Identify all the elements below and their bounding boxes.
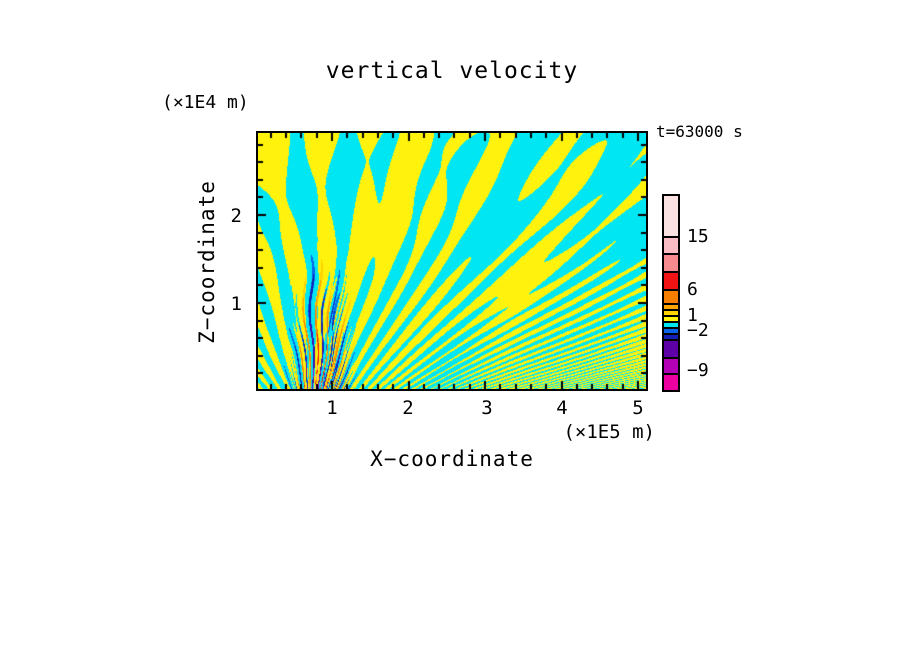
colorbar-label-neg9: −9 (687, 360, 709, 381)
colorbar-segment (664, 273, 678, 291)
colorbar-segment (664, 323, 678, 329)
z-axis-unit-label: (×1E4 m) (162, 92, 249, 113)
x-tick-label-4: 4 (556, 397, 568, 419)
chart-title: vertical velocity (325, 58, 579, 84)
x-tick-label-1: 1 (326, 397, 338, 419)
z-tick-label-1: 1 (230, 293, 242, 315)
colorbar-label-6: 6 (687, 279, 698, 300)
colorbar-segment (664, 317, 678, 323)
colorbar-label-15: 15 (687, 226, 709, 247)
x-tick-label-3: 3 (481, 397, 493, 419)
colorbar-label-neg2: −2 (687, 320, 709, 341)
colorbar-segment (664, 196, 678, 238)
colorbar-segment (664, 375, 678, 390)
colorbar-segment (664, 329, 678, 335)
velocity-field-heatmap (258, 133, 646, 389)
x-axis-title: X−coordinate (370, 447, 534, 471)
colorbar-segment (664, 291, 678, 305)
colorbar (662, 194, 680, 392)
colorbar-segment (664, 311, 678, 317)
x-axis-unit-label: (×1E5 m) (563, 421, 655, 443)
x-tick-label-2: 2 (402, 397, 414, 419)
time-annotation: t=63000 s (656, 122, 743, 141)
colorbar-segment (664, 341, 678, 359)
plot-frame (256, 131, 648, 391)
colorbar-label-1: 1 (687, 305, 698, 326)
colorbar-segment (664, 255, 678, 273)
colorbar-segment (664, 335, 678, 341)
colorbar-segment (664, 238, 678, 255)
x-tick-label-5: 5 (632, 397, 644, 419)
colorbar-segment (664, 305, 678, 311)
z-tick-label-2: 2 (230, 205, 242, 227)
colorbar-segment (664, 359, 678, 375)
